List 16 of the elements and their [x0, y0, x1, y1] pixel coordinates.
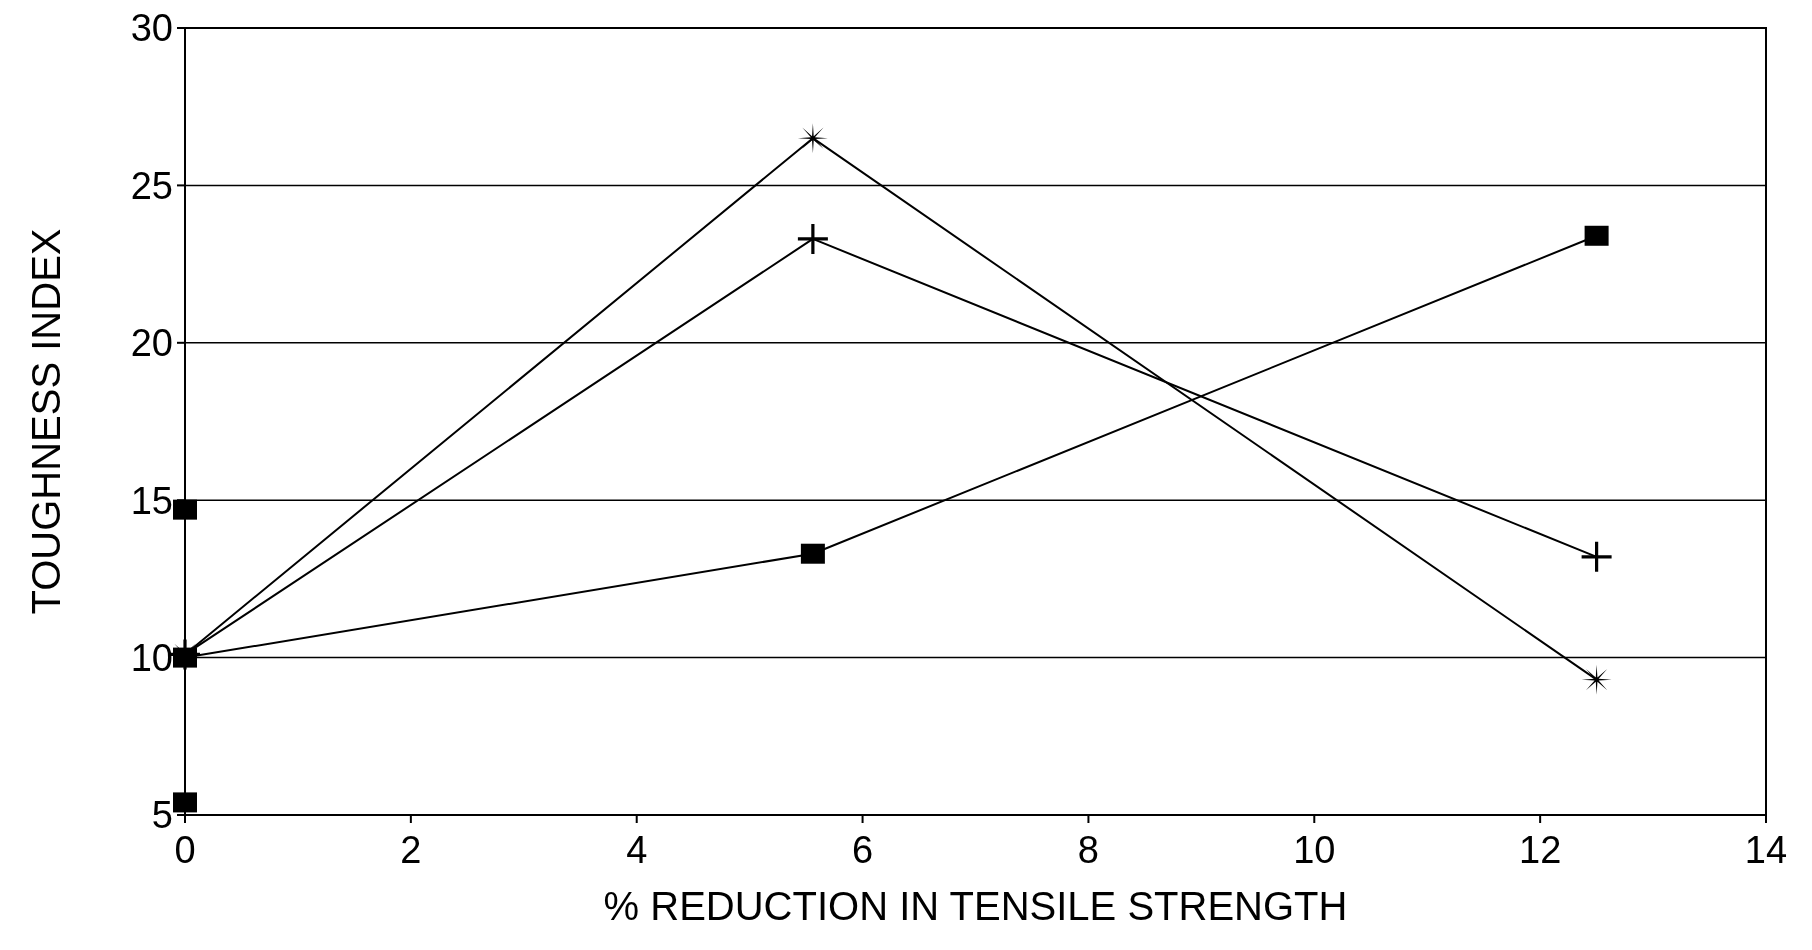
y-tick-label: 20: [130, 322, 173, 365]
x-tick-label: 12: [1519, 829, 1562, 871]
x-tick-label: 10: [1293, 829, 1336, 871]
y-tick-label: 15: [130, 479, 173, 522]
x-tick-label: 14: [1744, 829, 1788, 871]
x-axis-title: % REDUCTION IN TENSILE STRENGTH: [603, 884, 1348, 928]
y-tick-label: 10: [130, 636, 173, 679]
x-tick-label: 8: [1077, 829, 1099, 871]
x-tick-label: 2: [400, 829, 422, 871]
y-tick-label: 5: [151, 794, 173, 837]
y-tick-label: 25: [130, 164, 173, 207]
x-tick-label: 0: [174, 829, 196, 871]
y-tick-label: 30: [130, 7, 173, 50]
x-tick-label: 4: [626, 829, 648, 871]
y-axis-title: TOUGHNESS INDEX: [24, 228, 68, 615]
x-tick-label: 6: [852, 829, 874, 871]
